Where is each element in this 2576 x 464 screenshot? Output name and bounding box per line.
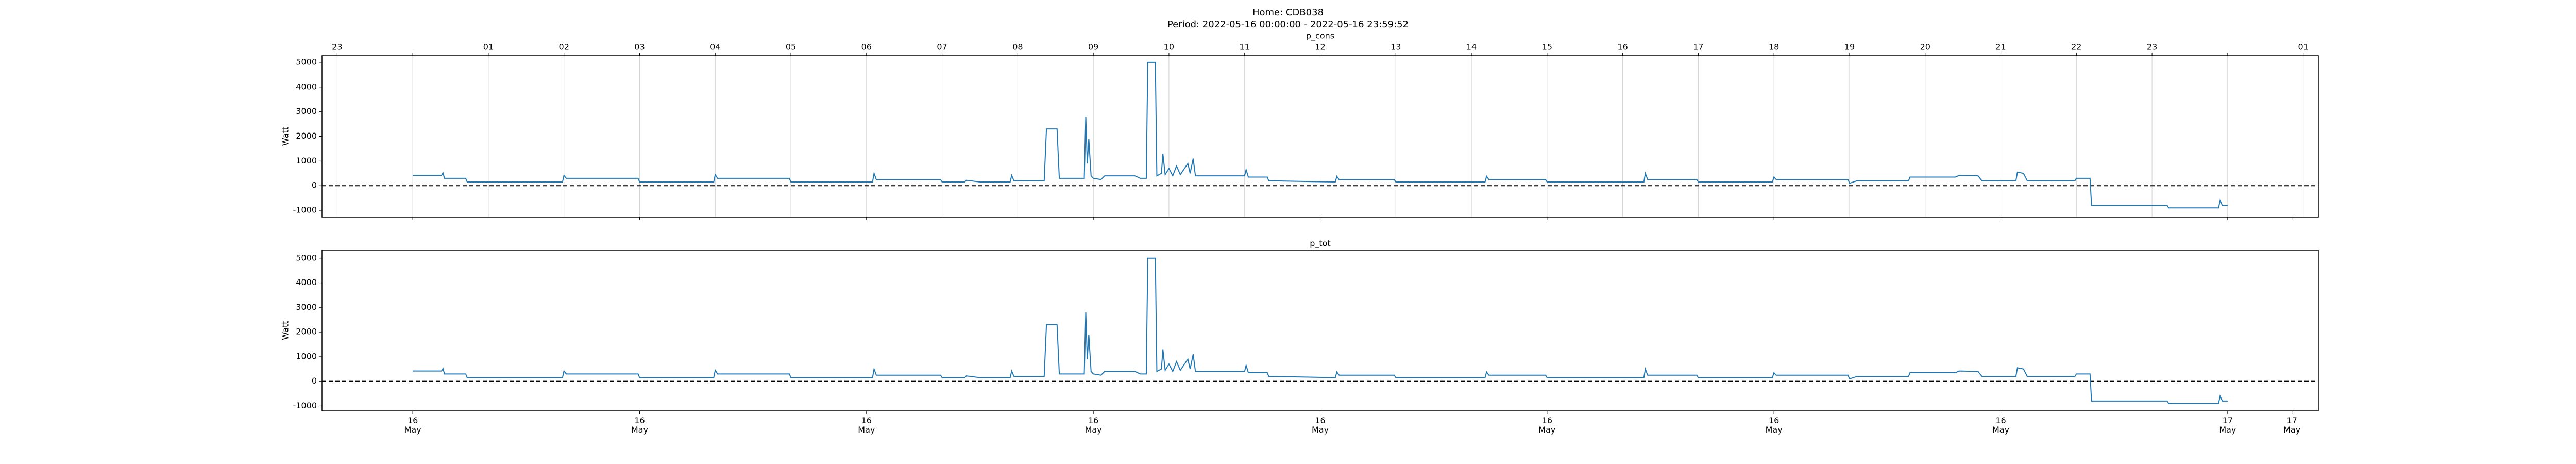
y-tick-label: 2000 <box>296 327 317 337</box>
x-tick-label: 16 <box>1617 42 1628 52</box>
x-tick-label: 23 <box>332 42 342 52</box>
x-tick-label: 19 <box>1844 42 1855 52</box>
x-tick-label: 10 <box>1164 42 1174 52</box>
y-tick-label: 3000 <box>296 106 317 116</box>
x-tick-label: 21 <box>1995 42 2006 52</box>
x-tick-label: 06 <box>861 42 872 52</box>
x-tick-label: 09 <box>1088 42 1098 52</box>
y-tick-label: 0 <box>312 376 317 386</box>
y-tick-label: 4000 <box>296 81 317 91</box>
data-line <box>413 61 2228 209</box>
x-tick-label: 16 May <box>1311 416 1329 435</box>
x-tick-label: 05 <box>786 42 796 52</box>
x-tick-label: 01 <box>483 42 494 52</box>
x-tick-label: 16 May <box>1538 416 1556 435</box>
y-tick-label: 1000 <box>296 156 317 165</box>
x-tick-label: 16 May <box>858 416 875 435</box>
x-tick-label: 16 May <box>1084 416 1102 435</box>
y-axis-label: Watt <box>281 321 291 340</box>
x-tick-label: 17 <box>1693 42 1703 52</box>
y-tick-label: 0 <box>312 180 317 190</box>
subplot-title: p_tot <box>1310 239 1331 249</box>
y-tick-label: 1000 <box>296 351 317 361</box>
y-axis-label: Watt <box>281 127 291 146</box>
y-tick-label: 3000 <box>296 302 317 312</box>
x-tick-label: 18 <box>1769 42 1779 52</box>
x-tick-label: 16 May <box>1992 416 2010 435</box>
y-tick-label: -1000 <box>293 401 317 410</box>
x-tick-label: 02 <box>559 42 569 52</box>
y-tick-label: 4000 <box>296 277 317 287</box>
x-tick-label: 14 <box>1466 42 1477 52</box>
x-tick-label: 01 <box>2298 42 2308 52</box>
y-tick-label: 5000 <box>296 253 317 262</box>
x-tick-label: 16 May <box>1765 416 1783 435</box>
x-tick-label: 11 <box>1240 42 1250 52</box>
x-tick-label: 23 <box>2147 42 2157 52</box>
figure-subtitle: Period: 2022-05-16 00:00:00 - 2022-05-16… <box>1167 19 1409 30</box>
x-tick-label: 08 <box>1012 42 1023 52</box>
x-tick-label: 16 May <box>404 416 421 435</box>
x-tick-label: 13 <box>1391 42 1401 52</box>
x-tick-label: 03 <box>634 42 645 52</box>
y-tick-label: 5000 <box>296 57 317 67</box>
x-tick-label: 12 <box>1315 42 1325 52</box>
y-tick-label: 2000 <box>296 131 317 141</box>
x-tick-label: 17 May <box>2283 416 2301 435</box>
data-line <box>413 257 2228 404</box>
y-tick-label: -1000 <box>293 205 317 215</box>
x-tick-label: 17 May <box>2219 416 2236 435</box>
x-tick-label: 07 <box>937 42 947 52</box>
subplot-title: p_cons <box>1306 31 1334 41</box>
x-tick-label: 16 May <box>631 416 648 435</box>
x-tick-label: 22 <box>2071 42 2081 52</box>
x-tick-label: 04 <box>710 42 720 52</box>
x-tick-label: 20 <box>1920 42 1930 52</box>
axes-frame <box>321 250 2319 411</box>
figure-title: Home: CDB038 <box>1252 7 1324 18</box>
x-tick-label: 15 <box>1542 42 1552 52</box>
